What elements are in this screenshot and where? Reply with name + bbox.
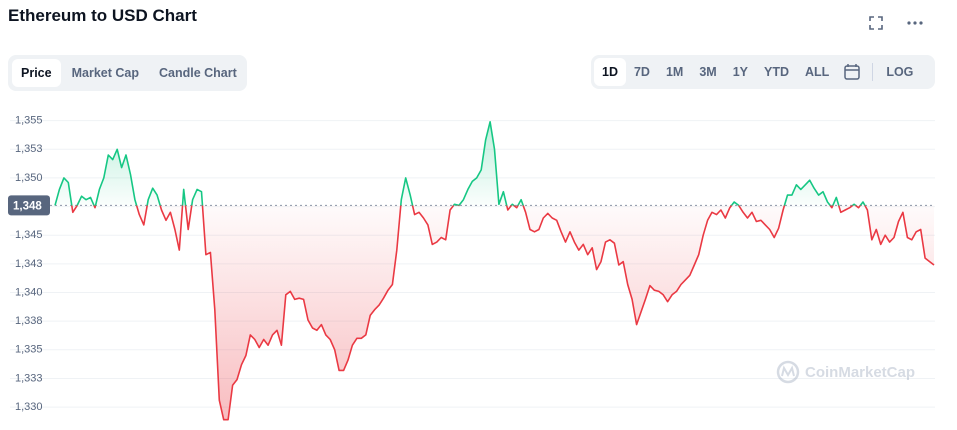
y-tick-label: 1,338 xyxy=(15,315,43,327)
y-tick-label: 1,350 xyxy=(15,172,43,184)
baseline-label: 1,348 xyxy=(13,200,42,212)
y-tick-label: 1,330 xyxy=(15,401,43,413)
log-toggle[interactable]: LOG xyxy=(886,65,914,79)
y-tick-label: 1,355 xyxy=(15,115,43,127)
watermark-text: CoinMarketCap xyxy=(805,364,915,381)
y-tick-label: 1,340 xyxy=(15,286,43,298)
chart-title: Ethereum to USD Chart xyxy=(8,6,197,25)
y-tick-label: 1,335 xyxy=(15,344,43,356)
range-button[interactable]: ALL xyxy=(805,65,830,79)
range-button[interactable]: 7D xyxy=(633,65,650,79)
y-tick-label: 1,353 xyxy=(15,143,43,155)
watermark: CoinMarketCap xyxy=(776,360,915,384)
range-button[interactable]: 1Y xyxy=(732,65,749,79)
y-tick-label: 1,333 xyxy=(15,372,43,384)
range-button[interactable]: 3M xyxy=(699,65,717,79)
chart-tabs: Price Market Cap Candle Chart xyxy=(8,55,247,91)
y-tick-label: 1,343 xyxy=(15,258,43,270)
tab[interactable]: Candle Chart xyxy=(158,66,237,80)
tab[interactable]: Market Cap xyxy=(71,66,139,80)
more-icon[interactable] xyxy=(906,14,924,32)
tab[interactable]: Price xyxy=(12,59,61,87)
calendar-icon[interactable] xyxy=(837,63,867,81)
range-button[interactable]: 1D xyxy=(594,58,626,86)
range-button[interactable]: 1M xyxy=(665,65,684,79)
y-tick-label: 1,345 xyxy=(15,229,43,241)
baseline-label-box xyxy=(8,195,50,216)
separator xyxy=(872,63,874,81)
range-button[interactable]: YTD xyxy=(764,65,790,79)
fullscreen-icon[interactable] xyxy=(867,14,885,32)
time-ranges: 1D 7D 1M 3M 1Y YTD ALL LOG xyxy=(591,55,935,89)
price-line xyxy=(54,121,935,421)
